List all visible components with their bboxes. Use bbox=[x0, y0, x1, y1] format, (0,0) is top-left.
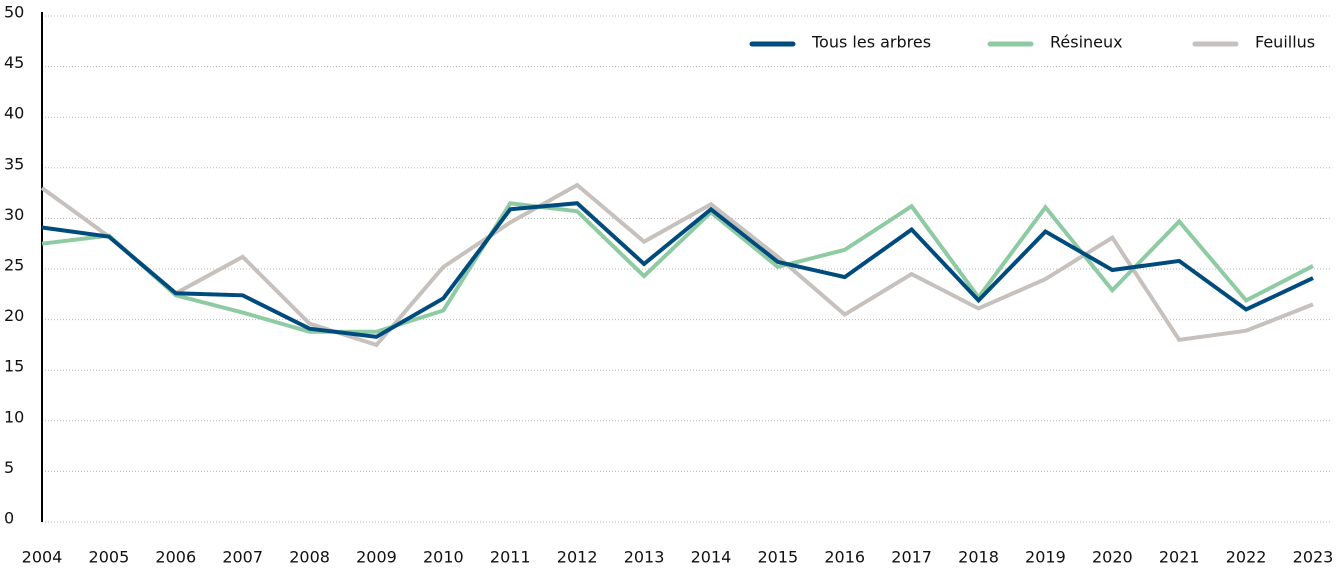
legend-label: Résineux bbox=[1050, 33, 1123, 52]
x-tick-label: 2023 bbox=[1293, 548, 1334, 567]
series-line bbox=[41, 201, 1314, 339]
x-tick-label: 2012 bbox=[557, 548, 598, 567]
x-tick-label: 2018 bbox=[958, 548, 999, 567]
y-tick-label: 5 bbox=[4, 458, 14, 477]
y-tick-label: 50 bbox=[4, 3, 24, 22]
x-tick-label: 2010 bbox=[423, 548, 464, 567]
x-tick-label: 2016 bbox=[824, 548, 865, 567]
x-tick-label: 2017 bbox=[891, 548, 932, 567]
x-tick-label: 2009 bbox=[356, 548, 397, 567]
y-tick-label: 0 bbox=[4, 509, 14, 528]
x-tick-label: 2020 bbox=[1092, 548, 1133, 567]
y-tick-label: 40 bbox=[4, 104, 24, 123]
y-tick-label: 25 bbox=[4, 256, 24, 275]
x-tick-label: 2019 bbox=[1025, 548, 1066, 567]
series-line bbox=[41, 201, 1314, 334]
y-tick-label: 30 bbox=[4, 205, 24, 224]
x-tick-label: 2014 bbox=[691, 548, 732, 567]
x-tick-label: 2005 bbox=[89, 548, 130, 567]
y-tick-label: 15 bbox=[4, 357, 24, 376]
series-line bbox=[40, 182, 1314, 348]
y-tick-label: 10 bbox=[4, 407, 24, 426]
legend-label: Tous les arbres bbox=[811, 33, 931, 52]
x-tick-label: 2006 bbox=[155, 548, 196, 567]
x-tick-label: 2022 bbox=[1226, 548, 1267, 567]
x-tick-label: 2004 bbox=[22, 548, 63, 567]
legend-label: Feuillus bbox=[1255, 33, 1315, 52]
y-tick-label: 45 bbox=[4, 53, 24, 72]
y-tick-label: 20 bbox=[4, 306, 24, 325]
x-tick-label: 2011 bbox=[490, 548, 531, 567]
y-tick-label: 35 bbox=[4, 154, 24, 173]
x-tick-label: 2015 bbox=[757, 548, 798, 567]
x-tick-label: 2021 bbox=[1159, 548, 1200, 567]
x-tick-label: 2007 bbox=[222, 548, 263, 567]
x-tick-label: 2008 bbox=[289, 548, 330, 567]
x-tick-label: 2013 bbox=[624, 548, 665, 567]
